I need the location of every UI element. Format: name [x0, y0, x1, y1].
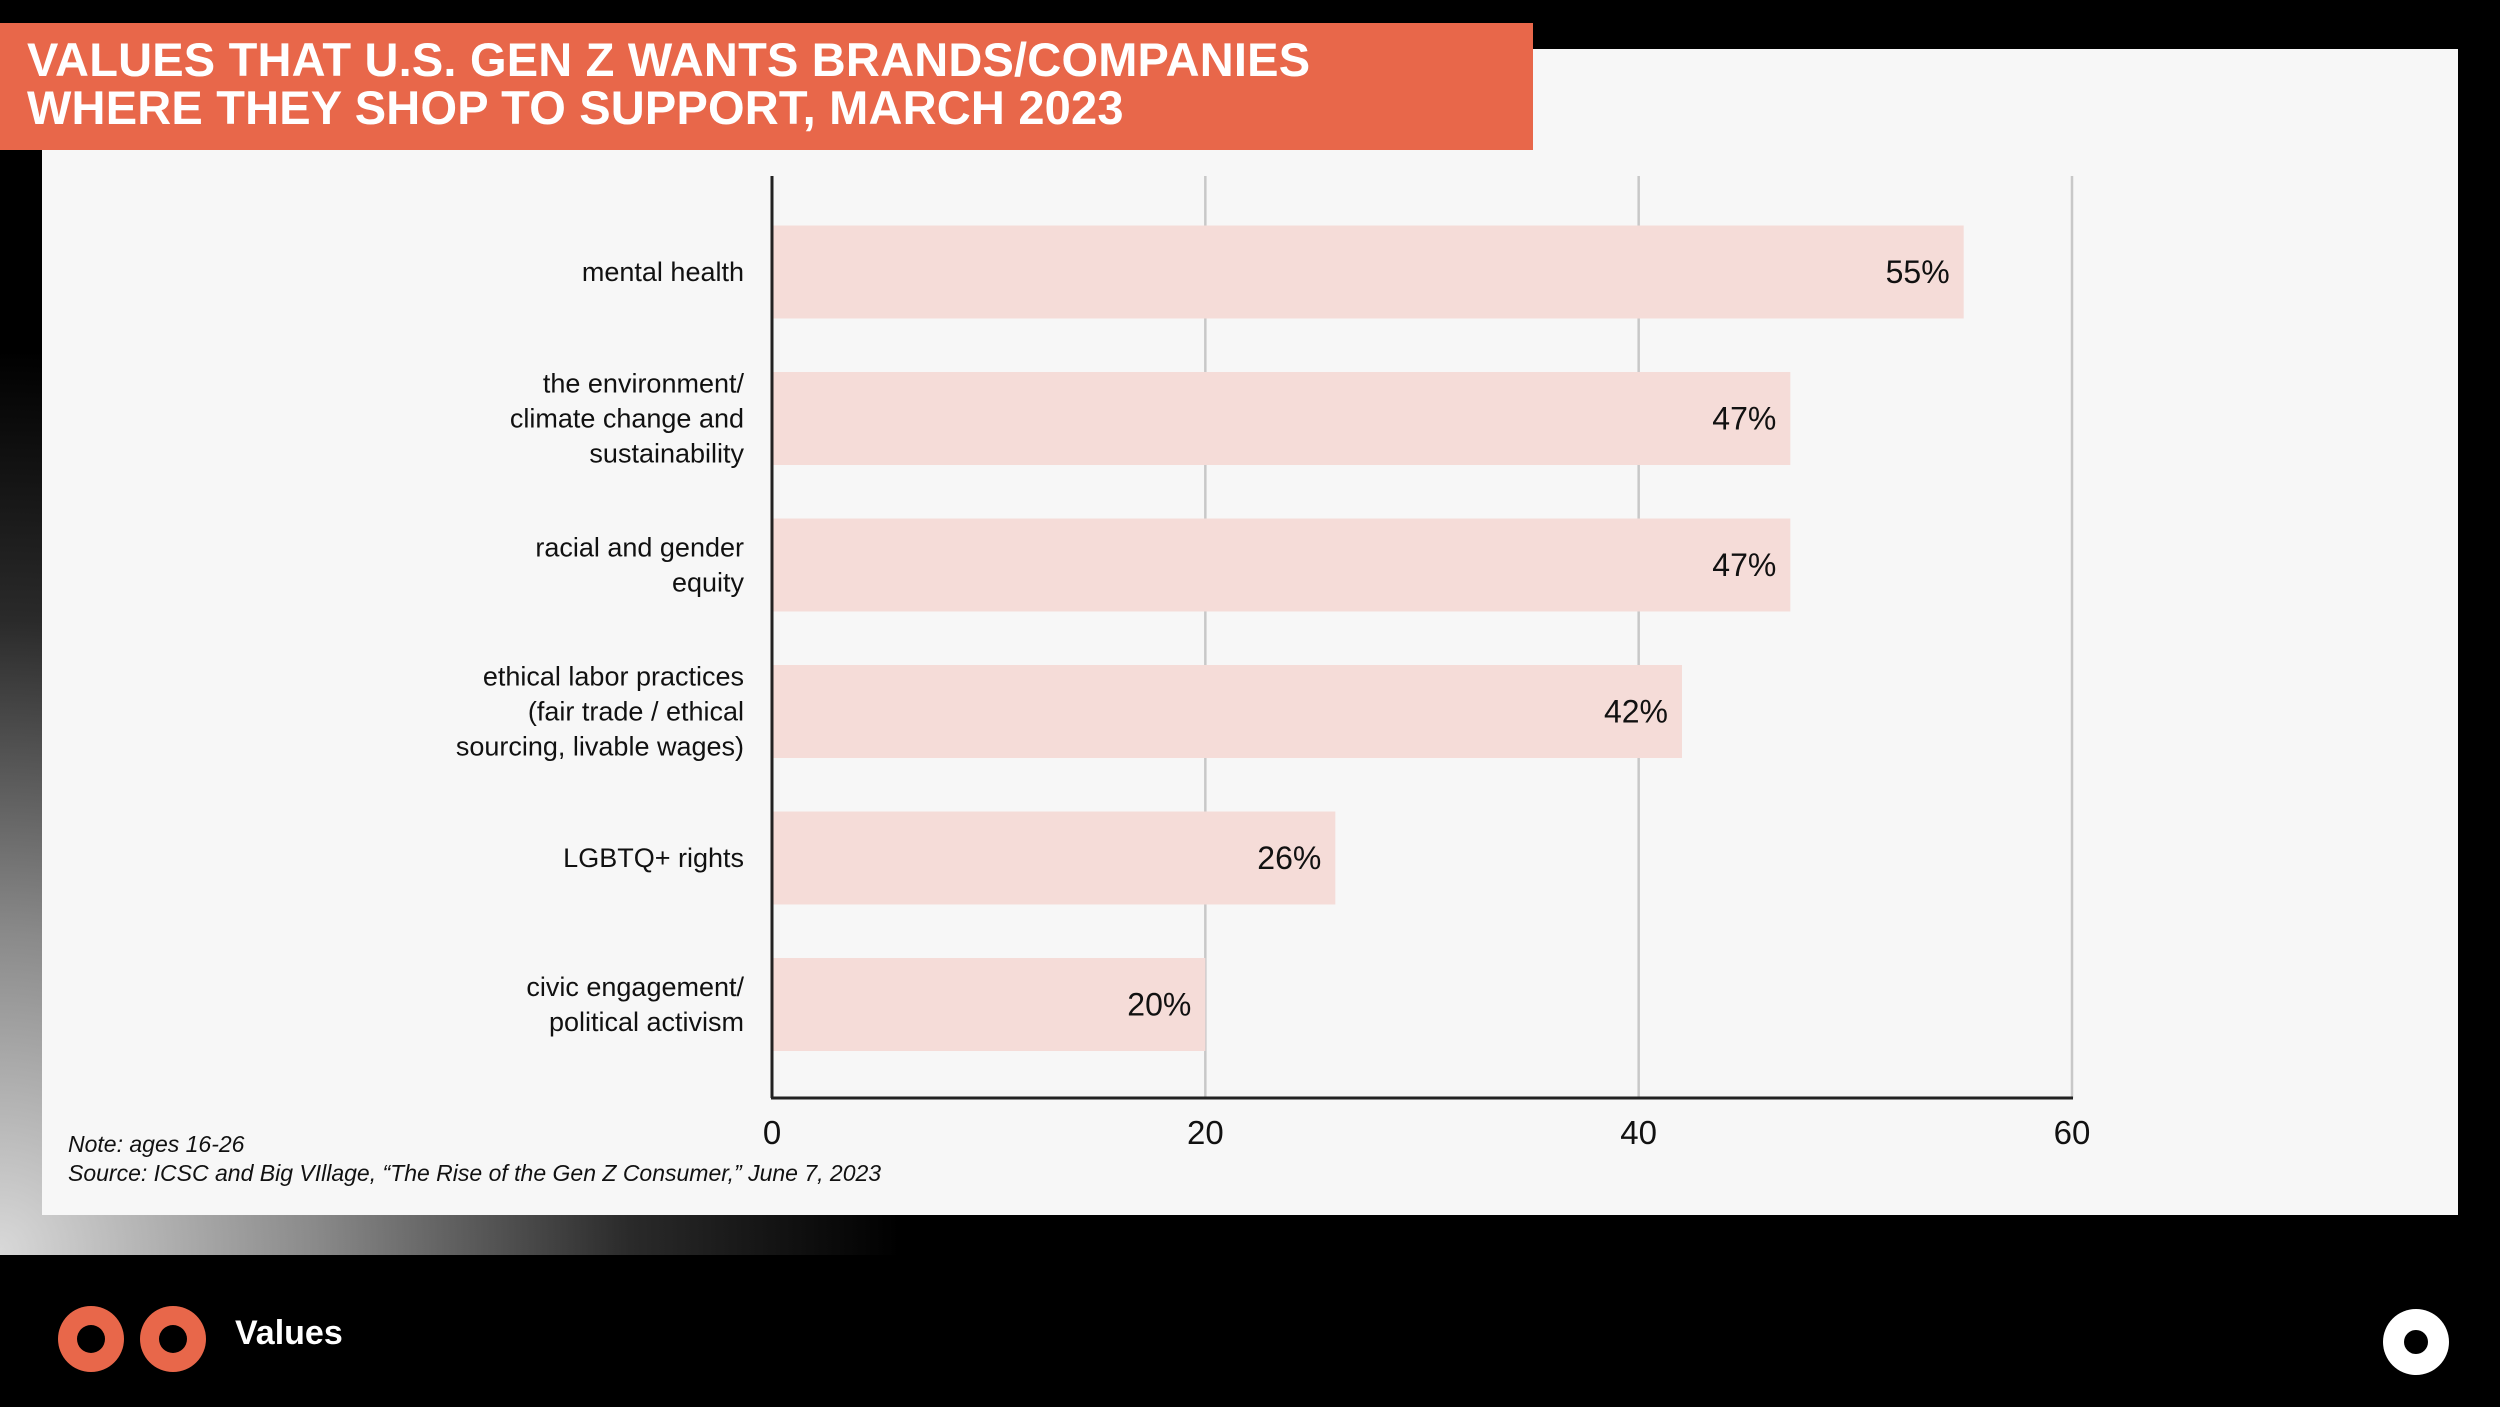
data-label: 55%	[1886, 254, 1950, 290]
category-label: LGBTQ+ rights	[563, 843, 744, 873]
category-label: racial and gender	[535, 533, 744, 563]
bar-chart: 55% 47% 47% 42% 26% 20% mental health the envi…	[456, 176, 2091, 1151]
footer-bar: Values	[0, 1255, 2500, 1407]
category-label: equity	[672, 568, 745, 598]
section-label: Values	[235, 1314, 343, 1352]
x-tick-label: 0	[763, 1114, 781, 1151]
data-label: 47%	[1712, 547, 1776, 583]
x-tick-label: 60	[2054, 1114, 2091, 1151]
bars: 55% 47% 47% 42% 26% 20%	[772, 225, 1964, 1051]
category-label: climate change and	[510, 404, 744, 434]
bar	[772, 225, 1964, 319]
bar	[772, 518, 1791, 612]
axes	[770, 176, 2073, 1100]
category-label: sourcing, livable wages)	[456, 732, 744, 762]
category-labels: mental health the environment/climate cha…	[456, 257, 745, 1037]
x-tick-label: 20	[1187, 1114, 1224, 1151]
chart-title: VALUES THAT U.S. GEN Z WANTS BRANDS/COMP…	[27, 33, 1311, 134]
bar	[772, 811, 1336, 905]
category-label: ethical labor practices	[483, 662, 744, 692]
nav-ring-icon[interactable]	[140, 1306, 206, 1372]
x-tick-labels: 0 20 40 60	[763, 1114, 2091, 1151]
category-label: civic engagement/	[526, 972, 744, 1002]
gridlines	[1204, 176, 2074, 1098]
chart-note: Note: ages 16-26 Source: ICSC and Big VI…	[68, 1130, 881, 1188]
x-tick-label: 40	[1620, 1114, 1657, 1151]
note-line: Note: ages 16-26	[68, 1131, 245, 1157]
data-label: 26%	[1257, 840, 1321, 876]
corner-logo-icon[interactable]	[2383, 1309, 2449, 1375]
nav-ring-icon[interactable]	[58, 1306, 124, 1372]
data-label: 47%	[1712, 401, 1776, 437]
bar	[772, 665, 1682, 758]
data-label: 42%	[1604, 694, 1668, 730]
category-label: the environment/	[543, 369, 745, 399]
title-banner: VALUES THAT U.S. GEN Z WANTS BRANDS/COMP…	[0, 23, 1533, 150]
category-label: political activism	[549, 1007, 744, 1037]
bar	[772, 958, 1206, 1051]
category-label: sustainability	[589, 439, 744, 469]
bar	[772, 372, 1791, 465]
category-label: (fair trade / ethical	[528, 697, 744, 727]
data-label: 20%	[1127, 987, 1191, 1023]
category-label: mental health	[582, 257, 744, 287]
source-line: Source: ICSC and Big VIllage, “The Rise …	[68, 1160, 882, 1186]
